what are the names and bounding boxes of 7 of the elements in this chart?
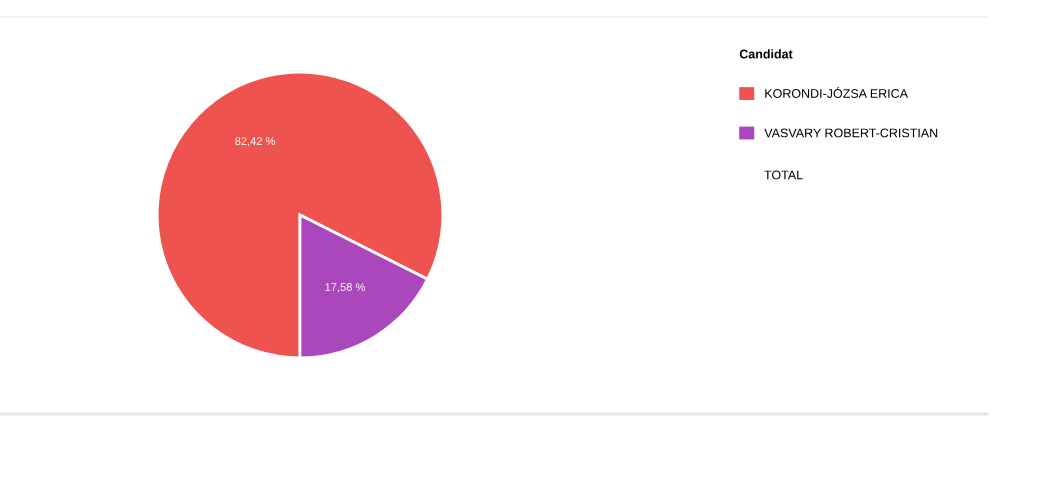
pie-slice: [155, 70, 445, 360]
legend-label: VASVARY ROBERT-CRISTIAN: [764, 128, 938, 138]
data-label: 17,58 %: [325, 283, 365, 293]
legend-title: Candidat: [739, 49, 793, 59]
text: TOTAL: [764, 170, 803, 180]
legend-label: KORONDI-JÓZSA ERICA: [765, 86, 908, 98]
data-label: 82,42 %: [235, 137, 276, 147]
